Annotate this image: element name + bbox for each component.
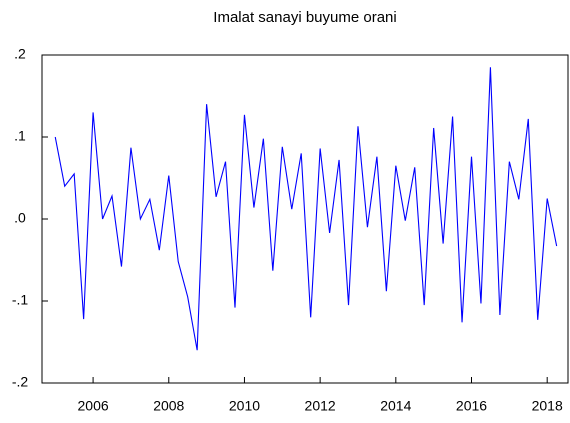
y-tick-label: -.1 bbox=[12, 292, 29, 308]
line-series bbox=[54, 67, 558, 351]
chart-title: Imalat sanayi buyume orani bbox=[213, 9, 396, 26]
y-tick-label: .1 bbox=[14, 128, 26, 144]
x-tick-label: 2012 bbox=[305, 398, 336, 414]
y-tick-label: -.2 bbox=[12, 374, 29, 390]
x-tick-label: 2018 bbox=[532, 398, 563, 414]
x-tick-label: 2016 bbox=[456, 398, 487, 414]
x-tick-label: 2006 bbox=[78, 398, 109, 414]
x-tick-label: 2010 bbox=[229, 398, 260, 414]
y-tick-label: .0 bbox=[14, 210, 26, 226]
x-tick-label: 2008 bbox=[153, 398, 184, 414]
y-tick-label: .2 bbox=[14, 46, 26, 62]
x-tick-label: 2014 bbox=[380, 398, 411, 414]
